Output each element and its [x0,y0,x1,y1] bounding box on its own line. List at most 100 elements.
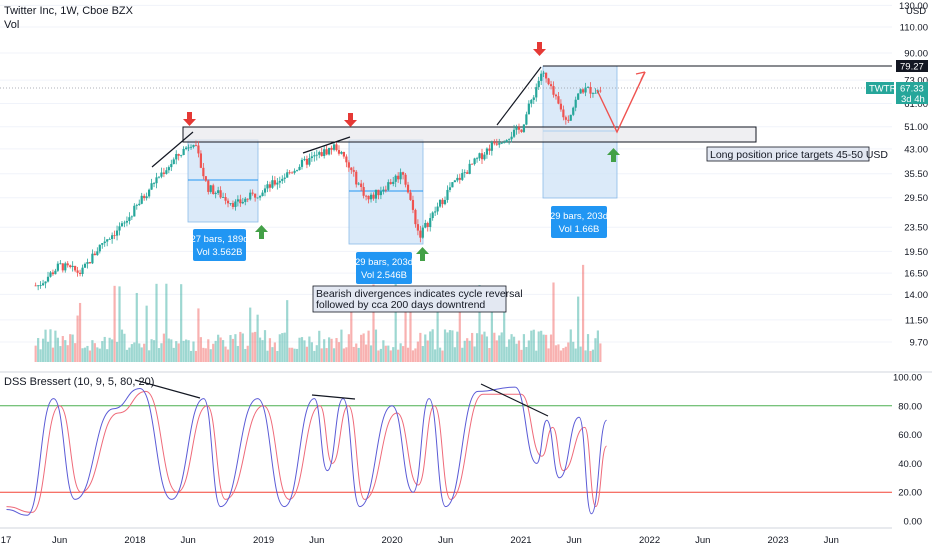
volume-bar [219,337,222,362]
candle-body [101,243,104,245]
price-tick-label: 14.00 [904,290,928,301]
time-tick-label: Jun [52,535,67,546]
candle-body [443,199,447,205]
candle-body [453,180,456,183]
candle-body [241,201,244,204]
volume-bar [113,285,116,362]
candle-body [320,152,323,156]
price-tick-label: 35.50 [904,169,928,180]
dss-trendline-2[interactable] [311,394,356,400]
projection-path[interactable] [596,71,646,134]
candle-body [108,238,111,240]
volume-bar [86,345,89,362]
candle-body [594,92,597,94]
volume-bar [485,336,489,362]
price-trendline-3[interactable] [496,66,542,126]
time-axis[interactable]: 17 Jun 2018 Jun 2019 Jun 2020 Jun 2021 Jun 2022 Jun… [1,535,839,546]
volume-bar [320,348,323,362]
support-zone-rect[interactable] [182,126,757,143]
volume-bar [549,334,553,362]
projection-arrowhead [635,71,646,81]
volume-bar [424,334,427,362]
volume-bar [295,348,299,362]
volume-bar [145,305,148,362]
candle-body [130,216,133,218]
candle-body [78,272,82,274]
candle-body [88,262,92,264]
time-tick-label: 17 [1,535,12,546]
time-tick-label: 2023 [768,535,789,546]
volume-bar [271,347,274,362]
volume-bar [39,349,42,362]
volume-bar [384,345,387,362]
price-axis[interactable]: 130.00 110.00 90.00 73.00 61.00 51.00 43.00 35.… [899,1,928,349]
volume-bar [392,347,395,362]
candle-body [564,117,567,120]
candle-body [256,197,259,199]
candle-body [197,145,200,154]
candle-body [288,172,291,174]
volume-bar [397,349,400,362]
volume-bar [456,331,459,362]
svg-text:Bearish divergences indicates: Bearish divergences indicates cycle reve… [316,288,523,300]
volume-bar [239,331,242,362]
candle-body [66,263,69,266]
indicator-tick-label: 40.00 [898,459,922,470]
volume-bar [88,350,92,362]
volume-bar [374,329,378,362]
dss-trendline-3[interactable] [480,383,549,417]
indicator-axis[interactable]: 100.00 80.00 60.00 40.00 20.00 0.00 [893,373,922,528]
measure-box-1[interactable] [187,139,259,223]
volume-bar [409,304,412,362]
volume-bar [96,347,99,362]
volume-bar [599,343,602,362]
candle-body [189,146,193,148]
volume-bar [103,336,106,362]
volume-bar [337,342,341,362]
price-trendline-2[interactable] [302,136,351,154]
candle-body [535,87,538,98]
volume-bar [118,286,121,362]
candle-body [113,235,116,237]
candle-body [325,149,328,155]
volume-bar [182,340,185,362]
time-tick-label: Jun [438,535,453,546]
measure-label-3: 29 bars, 203d Vol 1.66B [550,206,608,238]
candle-body [463,172,466,174]
note-divergence[interactable]: Bearish divergences indicates cycle reve… [312,285,523,313]
candle-body [128,217,131,221]
candle-body [357,183,360,185]
price-trendline-1[interactable] [151,131,194,168]
volume-bar [81,348,84,362]
candle-body [488,148,491,151]
volume-bar [581,264,585,362]
volume-bar [335,337,338,362]
volume-bar [120,329,124,362]
indicator-tick-label: 0.00 [904,517,923,528]
volume-bar [406,347,410,362]
volume-bar [76,315,79,362]
volume-bar [325,348,328,362]
volume-bar [552,282,555,362]
time-tick-label: Jun [309,535,324,546]
volume-bar [362,333,365,362]
candle-body [337,150,341,154]
candle-body [224,197,227,201]
candle-body [41,283,45,286]
note-target[interactable]: Long position price targets 45-50 USD [706,146,888,162]
candle-body [310,156,313,159]
time-tick-label: Jun [567,535,582,546]
candle-body [212,185,215,195]
volume-bar [453,347,456,362]
volume-bar [342,348,346,362]
candle-body [106,239,109,242]
volume-bar [414,348,417,362]
candle-body [572,107,575,115]
volume-bar [266,350,269,362]
candle-body [468,163,471,174]
candle-body [589,87,592,94]
volume-bar [221,340,225,362]
volume-bar [93,343,96,362]
dss-trendline-1[interactable] [134,379,201,399]
